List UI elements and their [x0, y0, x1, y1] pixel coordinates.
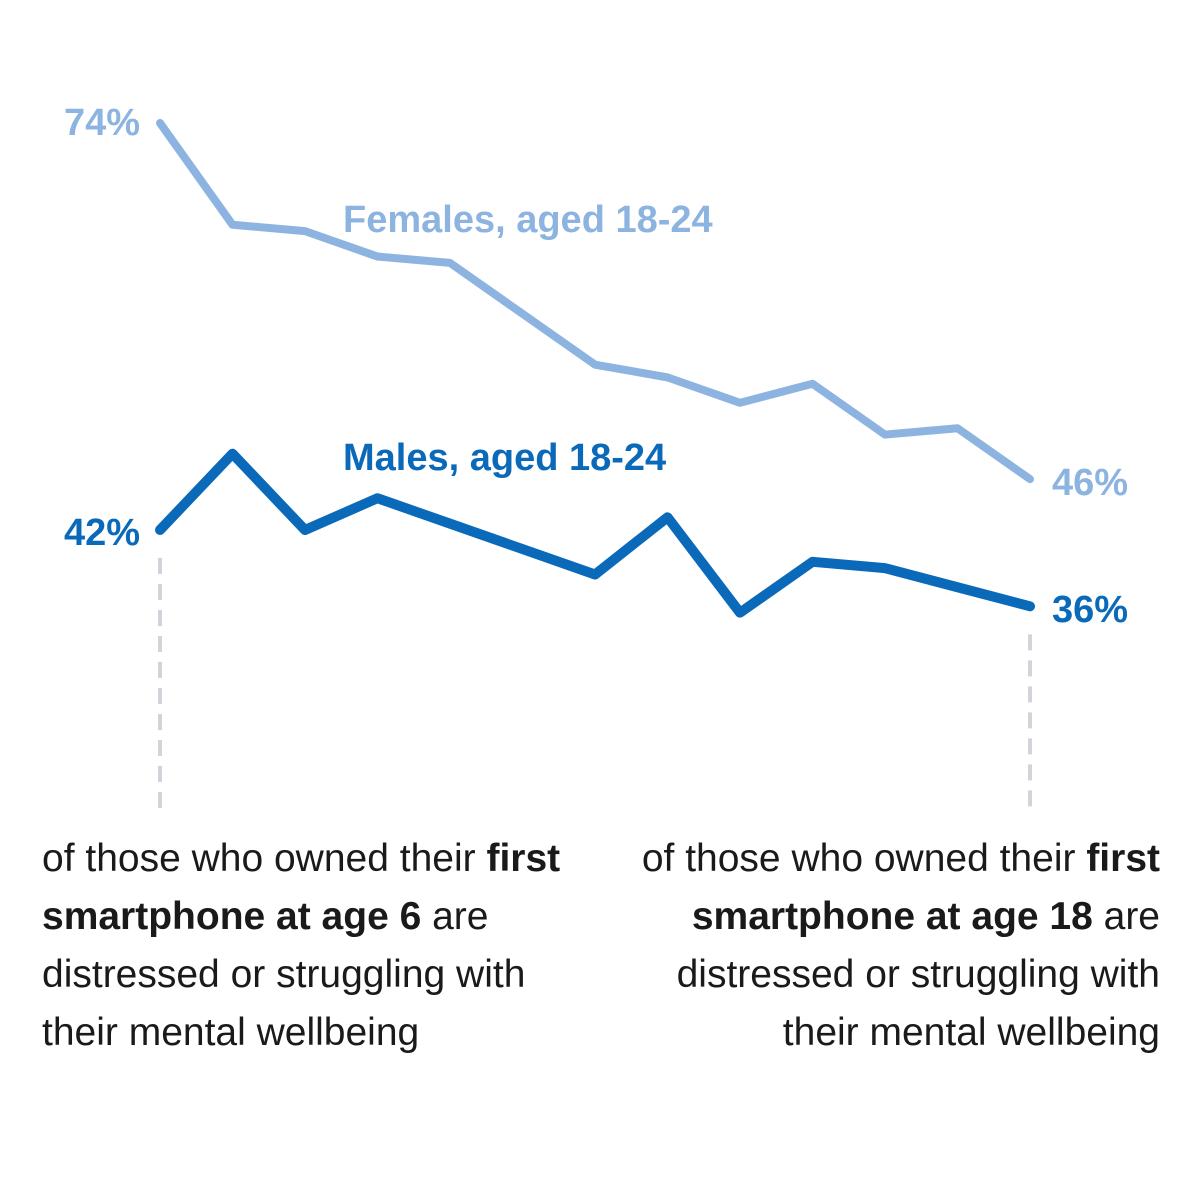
caption-right-post: are distressed or struggling with their …: [676, 895, 1160, 1054]
caption-left-pre: of those who owned their: [42, 837, 487, 880]
value-labels: Females, aged 18-24 74% 46% Males, aged 18-…: [64, 102, 1128, 631]
caption-left: of those who owned their first smartphon…: [42, 830, 562, 1062]
series-label-males: Males, aged 18-24: [343, 437, 666, 479]
series-line-males: [155, 448, 1035, 618]
caption-left-post: are distressed or struggling with their …: [42, 895, 526, 1054]
start-value-label-males: 42%: [64, 512, 140, 554]
caption-right-pre: of those who owned their: [641, 837, 1087, 880]
caption-right-bold: first smartphone at age 18: [691, 837, 1160, 938]
caption-right: of those who owned their first smartphon…: [640, 830, 1160, 1062]
guide-lines: [158, 558, 1032, 815]
series-lines: [155, 119, 1035, 618]
line-chart: Females, aged 18-24 74% 46% Males, aged 18-…: [64, 102, 1128, 815]
caption-left-bold: first smartphone at age 6: [42, 837, 561, 938]
series-line-females: [156, 119, 1034, 484]
series-label-females: Females, aged 18-24: [343, 199, 713, 241]
end-value-label-females: 46%: [1052, 462, 1128, 504]
start-value-label-females: 74%: [64, 102, 140, 144]
end-value-label-males: 36%: [1052, 589, 1128, 631]
